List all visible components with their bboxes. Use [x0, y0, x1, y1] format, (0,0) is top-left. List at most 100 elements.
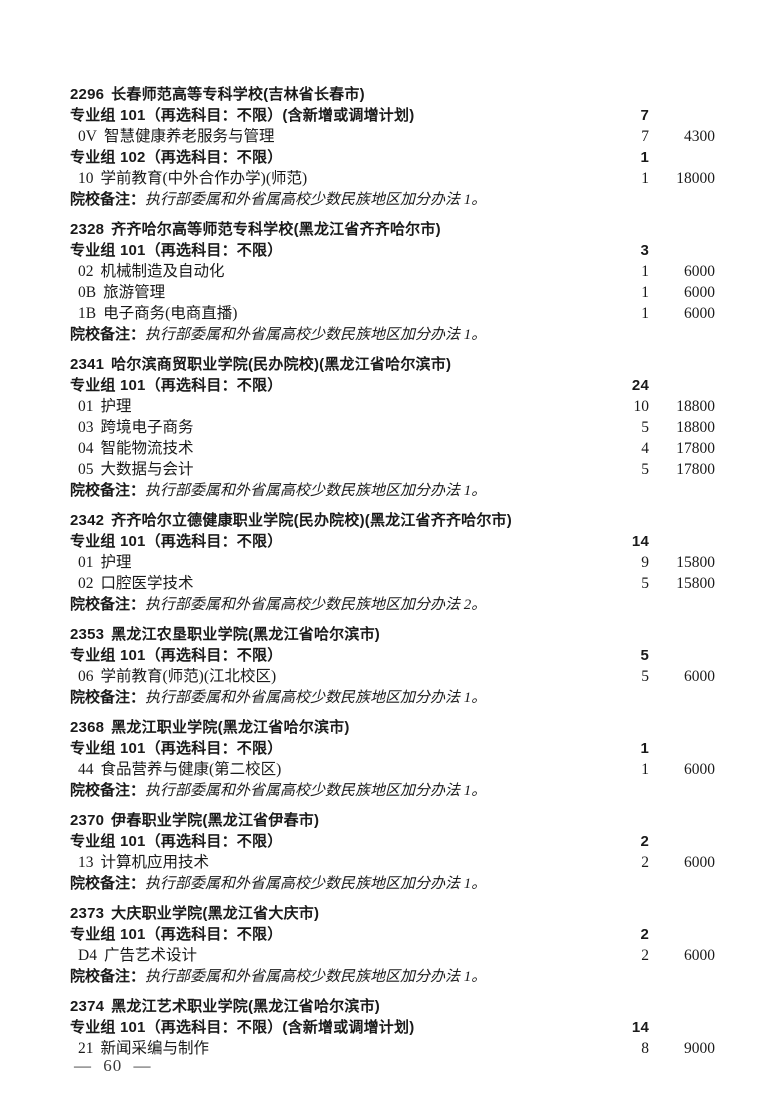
major-row: 0B 旅游管理 1 6000: [70, 282, 715, 303]
major-plan-count: 5: [641, 419, 649, 436]
remark-label: 院校备注：: [70, 782, 146, 799]
school-code: 2373: [70, 905, 105, 922]
major-title: 06 学前教育(师范)(江北校区): [70, 666, 603, 687]
remark-text: 执行部委属和外省属高校少数民族地区加分办法 1。: [145, 483, 487, 499]
major-group-label: 专业组 102（再选科目：不限）: [70, 149, 283, 166]
major-plan-count: 8: [641, 1040, 649, 1057]
group-plan-count: 7: [640, 107, 649, 124]
major-group-row: 专业组 101（再选科目：不限） 14: [70, 531, 715, 552]
major-row: 1B 电子商务(电商直播) 1 6000: [70, 303, 715, 324]
school-title: 2373 大庆职业学院(黑龙江省大庆市): [70, 903, 603, 924]
school-remark-row: 院校备注：执行部委属和外省属高校少数民族地区加分办法 1。: [70, 687, 715, 709]
major-plan-count: 1: [641, 761, 649, 778]
major-group-label: 专业组 101（再选科目：不限）: [70, 647, 283, 664]
school-header-row: 2341 哈尔滨商贸职业学院(民办院校)(黑龙江省哈尔滨市): [70, 354, 715, 375]
major-code: 02: [78, 263, 94, 280]
major-fee: 6000: [684, 761, 715, 778]
major-plan-count: 9: [641, 554, 649, 571]
major-title: 01 护理: [70, 552, 603, 573]
major-code: 21: [78, 1040, 94, 1057]
group-plan-count: 14: [631, 533, 649, 550]
major-name: 口腔医学技术: [100, 575, 194, 592]
major-fee: 17800: [676, 440, 715, 457]
major-plan-count: 1: [641, 170, 649, 187]
major-plan-count: 10: [633, 398, 650, 415]
major-group-label: 专业组 101（再选科目：不限）(含新增或调增计划): [70, 107, 415, 124]
major-code: 06: [78, 668, 94, 685]
school-code: 2370: [70, 812, 105, 829]
school-block: 2373 大庆职业学院(黑龙江省大庆市) 专业组 101（再选科目：不限） 2 D4 广告…: [70, 903, 715, 988]
school-header-row: 2342 齐齐哈尔立德健康职业学院(民办院校)(黑龙江省齐齐哈尔市): [70, 510, 715, 531]
major-row: 02 口腔医学技术 5 15800: [70, 573, 715, 594]
major-title: 21 新闻采编与制作: [70, 1038, 603, 1059]
group-plan-count: 24: [631, 377, 649, 394]
major-plan-count: 5: [641, 668, 649, 685]
school-title: 2341 哈尔滨商贸职业学院(民办院校)(黑龙江省哈尔滨市): [70, 354, 603, 375]
major-fee: 18800: [676, 398, 715, 415]
school-header-row: 2296 长春师范高等专科学校(吉林省长春市): [70, 84, 715, 105]
major-name: 计算机应用技术: [100, 854, 210, 871]
major-row: D4 广告艺术设计 2 6000: [70, 945, 715, 966]
major-fee: 18800: [676, 419, 715, 436]
major-fee: 15800: [676, 554, 715, 571]
group-plan-count: 5: [640, 647, 649, 664]
major-code: 0V: [78, 128, 97, 145]
remark-text: 执行部委属和外省属高校少数民族地区加分办法 1。: [145, 969, 487, 985]
remark-text: 执行部委属和外省属高校少数民族地区加分办法 1。: [145, 690, 487, 706]
school-code: 2296: [70, 86, 105, 103]
school-name: 哈尔滨商贸职业学院(民办院校)(黑龙江省哈尔滨市): [111, 356, 452, 373]
remark-label: 院校备注：: [70, 326, 146, 343]
school-name: 长春师范高等专科学校(吉林省长春市): [111, 86, 365, 103]
major-fee: 4300: [684, 128, 715, 145]
major-fee: 15800: [676, 575, 715, 592]
major-group-row: 专业组 101（再选科目：不限） 5: [70, 645, 715, 666]
major-row: 13 计算机应用技术 2 6000: [70, 852, 715, 873]
major-name: 食品营养与健康(第二校区): [100, 761, 282, 778]
major-row: 02 机械制造及自动化 1 6000: [70, 261, 715, 282]
school-code: 2374: [70, 998, 105, 1015]
major-row: 03 跨境电子商务 5 18800: [70, 417, 715, 438]
remark-label: 院校备注：: [70, 968, 146, 985]
remark-label: 院校备注：: [70, 689, 146, 706]
major-name: 护理: [100, 398, 132, 415]
major-plan-count: 1: [641, 284, 649, 301]
major-fee: 9000: [684, 1040, 715, 1057]
major-code: 1B: [78, 305, 97, 322]
major-name: 护理: [100, 554, 132, 571]
major-group-row: 专业组 101（再选科目：不限） 24: [70, 375, 715, 396]
major-fee: 6000: [684, 947, 715, 964]
major-name: 新闻采编与制作: [100, 1040, 210, 1057]
major-row: 05 大数据与会计 5 17800: [70, 459, 715, 480]
major-title: 1B 电子商务(电商直播): [70, 303, 603, 324]
school-header-row: 2328 齐齐哈尔高等师范专科学校(黑龙江省齐齐哈尔市): [70, 219, 715, 240]
major-plan-count: 7: [641, 128, 649, 145]
major-plan-count: 5: [641, 575, 649, 592]
major-row: 01 护理 10 18800: [70, 396, 715, 417]
school-name: 黑龙江艺术职业学院(黑龙江省哈尔滨市): [111, 998, 380, 1015]
major-name: 电子商务(电商直播): [103, 305, 238, 322]
school-name: 黑龙江农垦职业学院(黑龙江省哈尔滨市): [111, 626, 380, 643]
school-name: 大庆职业学院(黑龙江省大庆市): [111, 905, 320, 922]
school-title: 2353 黑龙江农垦职业学院(黑龙江省哈尔滨市): [70, 624, 603, 645]
major-group-row: 专业组 102（再选科目：不限） 1: [70, 147, 715, 168]
major-code: 02: [78, 575, 94, 592]
major-name: 跨境电子商务: [100, 419, 194, 436]
major-row: 01 护理 9 15800: [70, 552, 715, 573]
page-number: — 60 —: [74, 1056, 152, 1075]
major-title: 03 跨境电子商务: [70, 417, 603, 438]
major-row: 10 学前教育(中外合作办学)(师范) 1 18000: [70, 168, 715, 189]
major-plan-count: 1: [641, 305, 649, 322]
school-header-row: 2370 伊春职业学院(黑龙江省伊春市): [70, 810, 715, 831]
major-group-label: 专业组 101（再选科目：不限）: [70, 533, 283, 550]
school-header-row: 2353 黑龙江农垦职业学院(黑龙江省哈尔滨市): [70, 624, 715, 645]
school-block: 2353 黑龙江农垦职业学院(黑龙江省哈尔滨市) 专业组 101（再选科目：不限） 5…: [70, 624, 715, 709]
major-row: 0V 智慧健康养老服务与管理 7 4300: [70, 126, 715, 147]
group-plan-count: 1: [640, 740, 649, 757]
major-name: 广告艺术设计: [103, 947, 197, 964]
major-row: 06 学前教育(师范)(江北校区) 5 6000: [70, 666, 715, 687]
major-row: 21 新闻采编与制作 8 9000: [70, 1038, 715, 1059]
school-code: 2353: [70, 626, 105, 643]
remark-text: 执行部委属和外省属高校少数民族地区加分办法 2。: [145, 597, 487, 613]
school-block: 2296 长春师范高等专科学校(吉林省长春市) 专业组 101（再选科目：不限）(含…: [70, 84, 715, 211]
major-group-label: 专业组 101（再选科目：不限）: [70, 833, 283, 850]
